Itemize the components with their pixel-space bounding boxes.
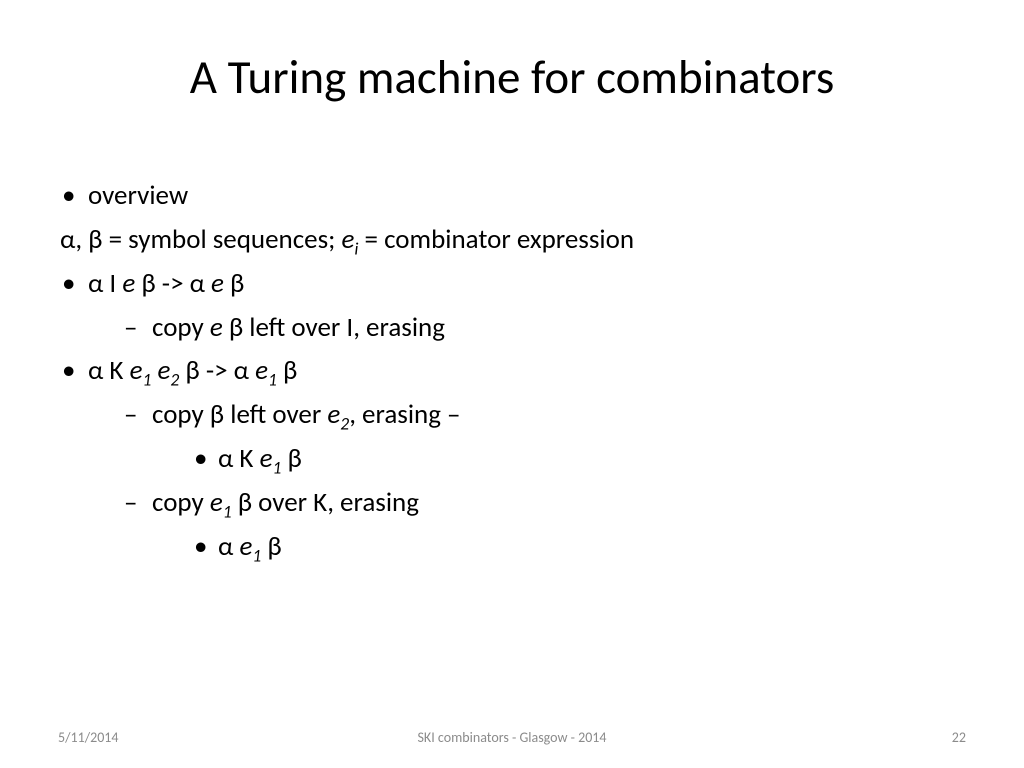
sub-k-copy-beta: copy β left over e2, erasing – [60, 394, 964, 436]
text: copy β left over [152, 398, 327, 431]
slide: A Turing machine for combinators overvie… [0, 0, 1024, 768]
text: α [218, 530, 239, 563]
var-e: e [239, 530, 252, 563]
sub-1: 1 [252, 544, 261, 566]
text: β [281, 442, 301, 475]
text: α K [88, 354, 130, 387]
text: α, β = symbol sequences; [60, 223, 341, 256]
text: β [277, 354, 297, 387]
var-e: e [122, 267, 135, 300]
text: copy [152, 486, 210, 519]
footer-page-number: 22 [952, 729, 966, 746]
text: β left over I, erasing [223, 311, 445, 344]
text: , erasing – [349, 398, 460, 431]
sub-2: 2 [340, 413, 349, 435]
var-e: e [260, 442, 273, 475]
var-e: e [210, 486, 223, 519]
sub-k-copy-e1: copy e1 β over K, erasing [60, 482, 964, 524]
var-e: e [130, 354, 143, 387]
bullet-i-rule: α I e β -> α e β [60, 263, 964, 305]
text: β [224, 267, 244, 300]
footer-title: SKI combinators - Glasgow - 2014 [0, 729, 1024, 746]
line-definitions: α, β = symbol sequences; ei = combinator… [60, 219, 964, 261]
var-e: e [341, 223, 354, 256]
bullet-overview: overview [60, 175, 964, 217]
sub-1: 1 [223, 500, 232, 522]
slide-title: A Turing machine for combinators [0, 48, 1024, 106]
text: β -> α [179, 354, 255, 387]
var-e: e [210, 311, 223, 344]
text: α I [88, 267, 122, 300]
slide-body: overview α, β = symbol sequences; ei = c… [60, 175, 964, 570]
var-e: e [255, 354, 268, 387]
sub2-k-result: α e1 β [60, 526, 964, 568]
var-e: e [327, 398, 340, 431]
sub-2: 2 [170, 369, 179, 391]
text: α K [218, 442, 260, 475]
bullet-k-rule: α K e1 e2 β -> α e1 β [60, 350, 964, 392]
sub-i-copy: copy e β left over I, erasing [60, 307, 964, 349]
text: overview [88, 179, 188, 212]
sub2-k-intermediate: α K e1 β [60, 438, 964, 480]
var-e: e [157, 354, 170, 387]
text: β over K, erasing [232, 486, 419, 519]
text: copy [152, 311, 210, 344]
text: = combinator expression [358, 223, 634, 256]
var-e: e [211, 267, 224, 300]
sub-1: 1 [268, 369, 277, 391]
text: β [261, 530, 281, 563]
text: β -> α [135, 267, 211, 300]
